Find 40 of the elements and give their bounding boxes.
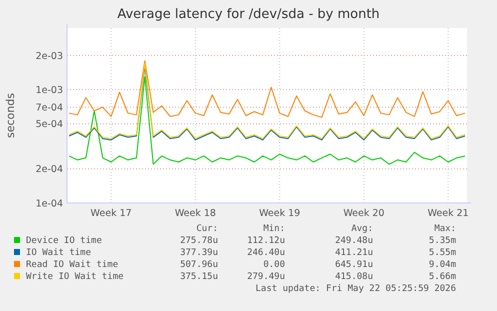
y-tick-label: 1e-03 — [36, 84, 63, 96]
text: 9.04m — [428, 260, 456, 270]
legend-label: Device IO time — [26, 236, 102, 246]
text: 249.48u — [335, 236, 373, 246]
text: Avg: — [351, 224, 373, 234]
text: Last update: Fri May 22 05:25:59 2026 — [256, 284, 456, 294]
y-axis-title: seconds — [4, 92, 17, 138]
line-series — [68, 60, 466, 118]
text: 5.55m — [428, 248, 456, 258]
y-tick-label: 2e-04 — [36, 164, 63, 176]
text: 112.12u — [247, 236, 285, 246]
legend-label: Read IO Wait time — [26, 260, 118, 270]
y-tick-label: 1e-04 — [36, 198, 63, 210]
chart-title: Average latency for /dev/sda - by month — [117, 7, 380, 22]
y-tick-label: 7e-04 — [36, 102, 63, 114]
x-tick-label: Week 19 — [259, 208, 300, 219]
text: 5.66m — [428, 272, 456, 282]
x-tick-label: Week 20 — [343, 208, 384, 219]
text: 645.91u — [335, 260, 373, 270]
legend-label: IO Wait time — [26, 248, 92, 258]
y-tick-label: 5e-04 — [36, 119, 63, 130]
text: 507.96u — [180, 260, 218, 270]
text: Max: — [434, 224, 456, 234]
text: 246.40u — [247, 248, 285, 258]
line-series — [68, 76, 466, 165]
legend-label: Write IO Wait time — [26, 272, 124, 282]
x-tick-label: Week 18 — [174, 208, 216, 219]
text: 275.78u — [180, 236, 218, 246]
y-tick-label: 2e-03 — [36, 50, 63, 62]
x-tick-label: Week 17 — [90, 208, 132, 219]
text: Min: — [263, 224, 285, 234]
text: 377.39u — [180, 248, 218, 258]
text: 0.00 — [263, 260, 285, 270]
x-tick-label: Week 21 — [428, 208, 469, 219]
text: 411.21u — [335, 248, 373, 258]
text: Cur: — [196, 224, 218, 234]
text: 375.15u — [180, 272, 218, 282]
text: 279.49u — [247, 272, 285, 282]
text: 5.35m — [428, 236, 456, 246]
text: 415.08u — [335, 272, 373, 282]
